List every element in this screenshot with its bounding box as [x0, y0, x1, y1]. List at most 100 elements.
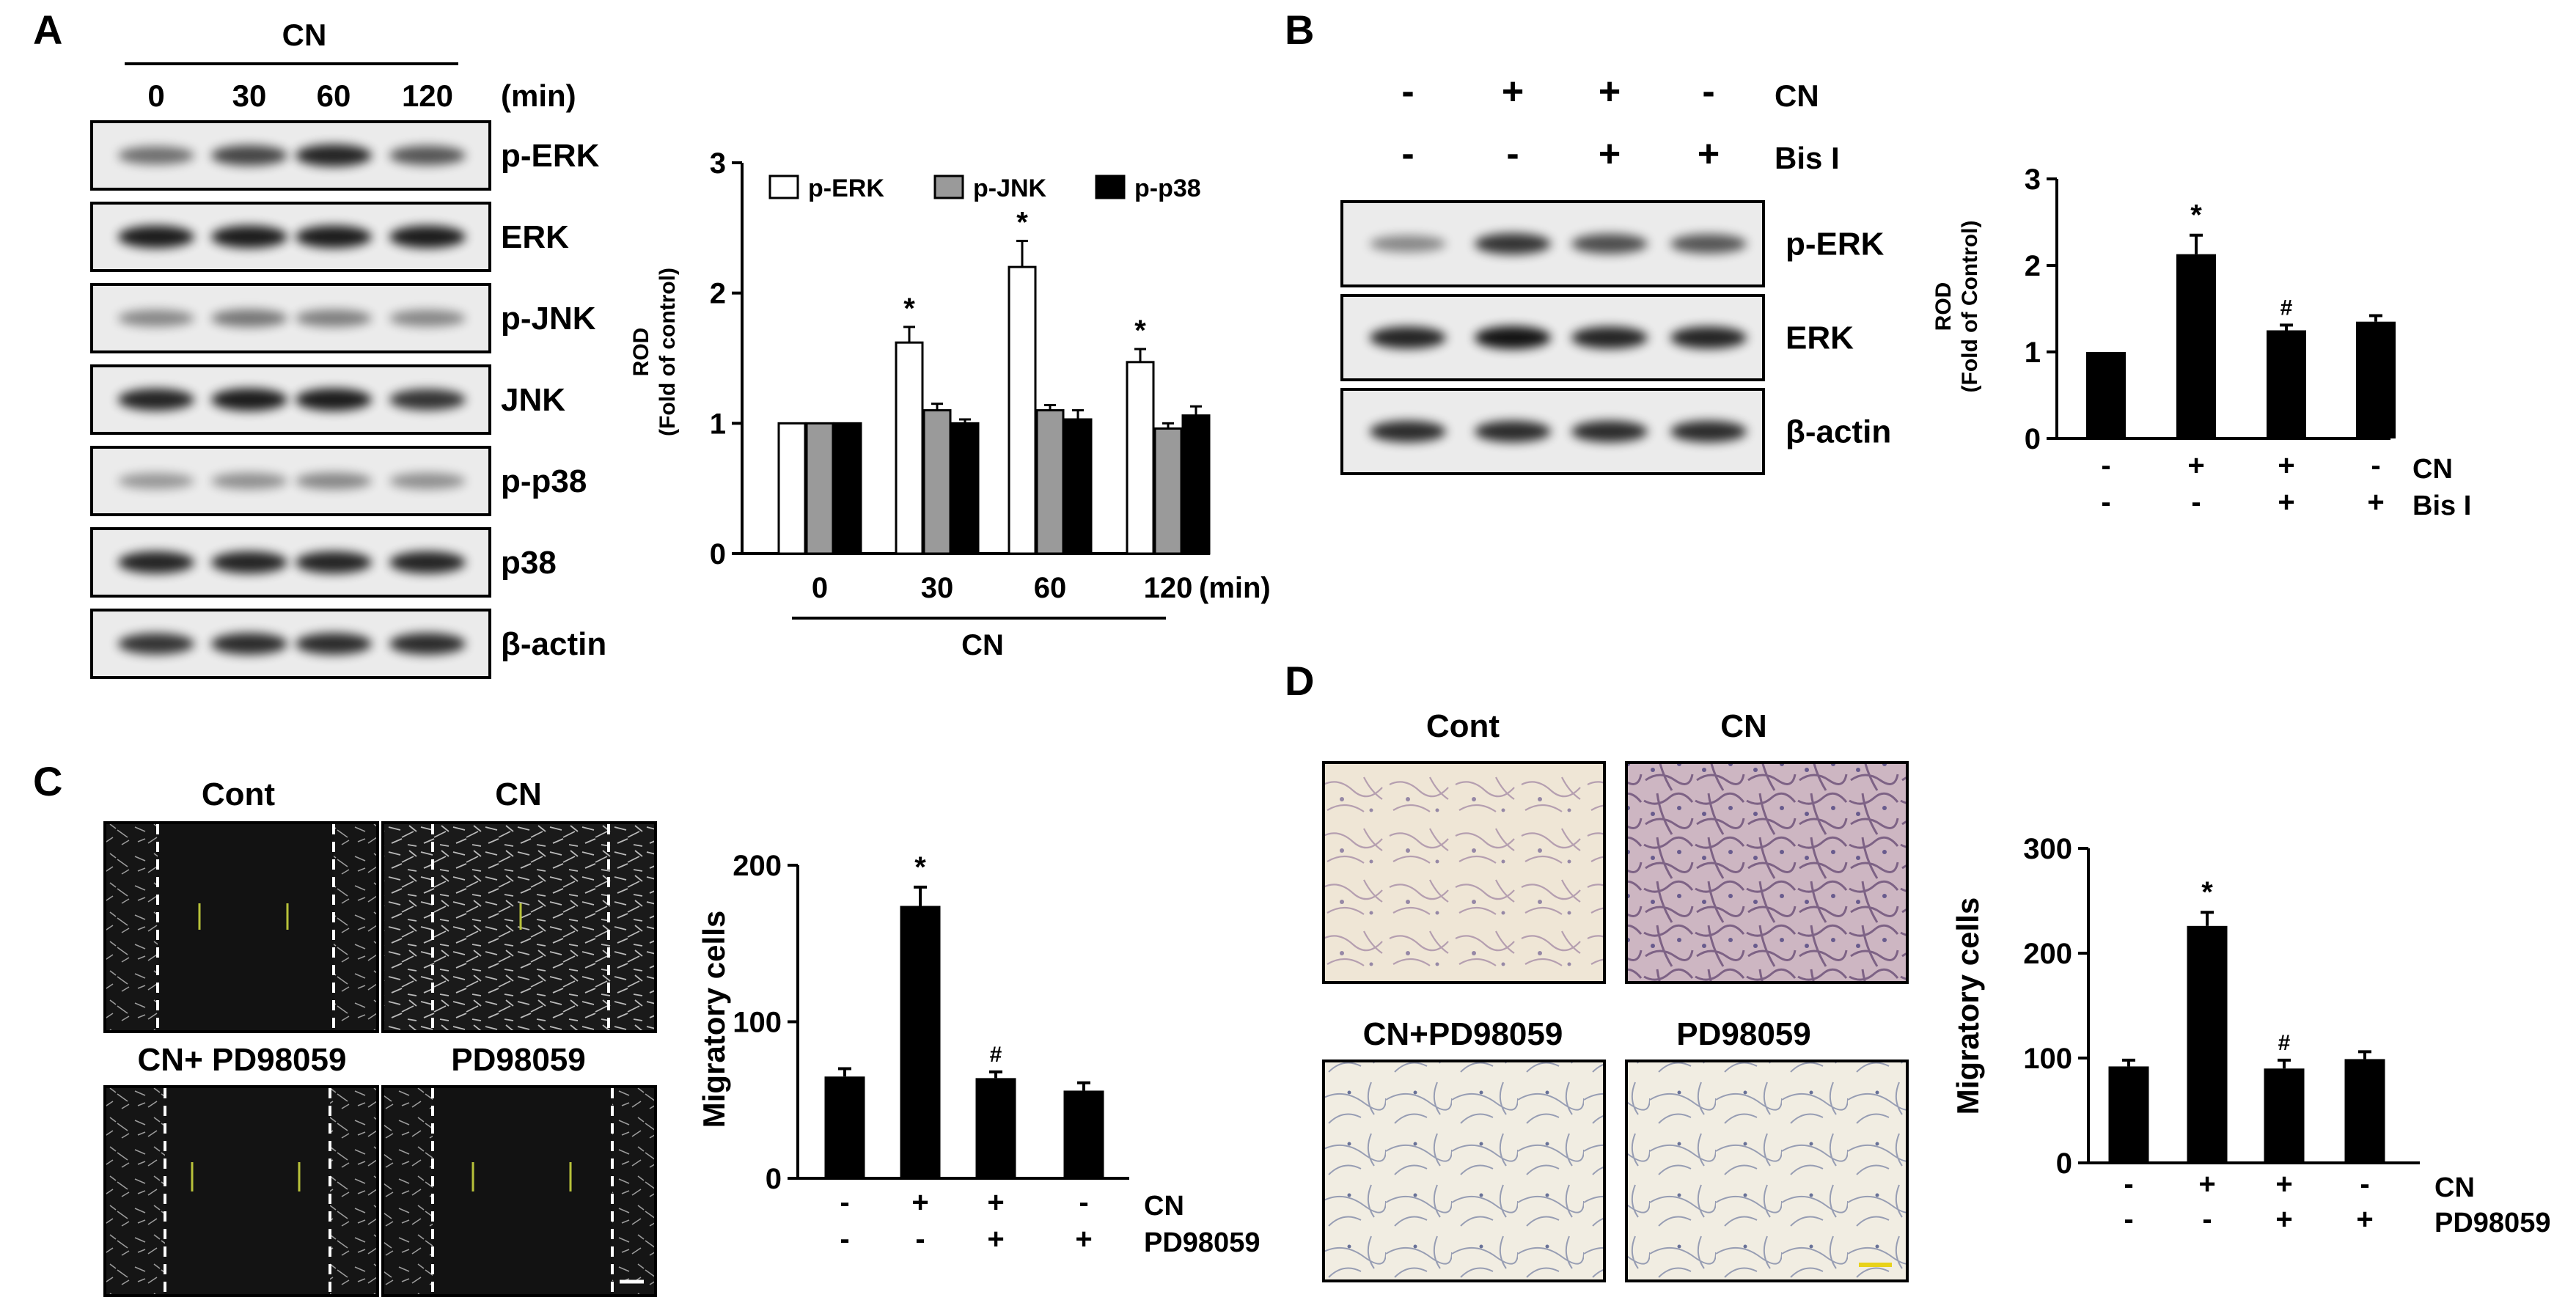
factor-label: PD98059	[1144, 1227, 1260, 1258]
blot-band	[1475, 420, 1551, 443]
panel-d-images: Cont CN CN+PD98059 PD98059	[1322, 708, 1909, 1282]
blot-band	[296, 633, 372, 655]
bar	[2356, 321, 2396, 438]
blot-row-label: β-actin	[501, 626, 606, 662]
treatment-sign: -	[2124, 1203, 2133, 1235]
legend-label: p-JNK	[973, 175, 1047, 202]
y-tick-label: 200	[2023, 938, 2072, 970]
blot-b-sign: +	[1698, 133, 1720, 175]
image-d-pd	[1625, 1060, 1909, 1282]
bar	[2344, 1059, 2385, 1163]
blot-row-label: p-JNK	[501, 301, 596, 337]
blot-band	[1370, 420, 1446, 443]
significance-mark: #	[2278, 1031, 2291, 1055]
image-c-title-pd: PD98059	[451, 1042, 585, 1078]
blot-a-time-120: 120	[402, 78, 453, 113]
image-d-title-cn-pd: CN+PD98059	[1363, 1016, 1563, 1052]
treatment-sign: +	[1075, 1223, 1092, 1255]
chart-b: 0 1 2 3 ROD (Fold of Control) * # - + + - CN - - + + Bis …	[1931, 164, 2471, 521]
treatment-sign: -	[1079, 1186, 1088, 1219]
blot-band	[1571, 326, 1648, 349]
blot-band	[211, 633, 287, 655]
y-tick-label: 3	[710, 147, 726, 180]
blot-b-sign: -	[1401, 70, 1414, 113]
treatment-sign: +	[2187, 449, 2204, 482]
factor-label: CN	[2412, 454, 2453, 485]
blot-row-label: p38	[501, 545, 557, 581]
y-tick-label: 1	[2025, 337, 2041, 369]
treatment-sign: +	[2275, 1203, 2292, 1235]
blot-band	[211, 551, 287, 574]
blot-band	[1475, 233, 1551, 254]
blot-a-time-60: 60	[317, 78, 351, 113]
blot-band	[296, 144, 372, 167]
y-tick-label: 200	[733, 850, 782, 882]
y-tick-label: 0	[766, 1163, 782, 1195]
y-tick-label: 300	[2023, 833, 2072, 865]
y-axis-label-line: Migratory cells	[697, 911, 731, 1128]
blot-band	[1670, 420, 1747, 443]
blot-row-label: JNK	[501, 382, 565, 418]
blot-band	[389, 551, 466, 574]
treatment-sign: +	[2278, 449, 2294, 482]
blot-band	[296, 472, 372, 490]
panel-letter-d: D	[1285, 658, 1314, 704]
x-tick-label: 0	[812, 572, 828, 604]
treatment-sign: -	[840, 1186, 849, 1219]
y-axis-label: ROD (Fold of Control)	[1931, 221, 1982, 393]
significance-mark: *	[2190, 199, 2202, 232]
blot-a-time-0: 0	[147, 78, 164, 113]
blot-band	[1571, 420, 1648, 443]
treatment-sign: -	[2124, 1168, 2133, 1200]
treatment-sign: -	[2101, 449, 2110, 482]
bar-p-ERK	[895, 341, 924, 555]
y-axis-label-line: ROD	[1931, 282, 1956, 331]
blot-band	[118, 551, 194, 574]
treatment-sign: +	[2198, 1168, 2215, 1200]
blot-band	[118, 388, 194, 411]
blot-band	[211, 309, 287, 328]
blot-a-treatment-label: CN	[282, 18, 327, 52]
significance-mark: #	[990, 1043, 1002, 1067]
blot-row-label: ERK	[501, 219, 569, 255]
bar-p-p38	[1063, 418, 1093, 555]
x-tick-label: 30	[921, 572, 954, 604]
y-tick-label: 3	[2025, 164, 2041, 196]
blot-band	[1370, 326, 1446, 349]
blot-b-sign: +	[1599, 133, 1621, 175]
bar-p-ERK	[1008, 265, 1037, 555]
blot-b-factor-bis: Bis I	[1775, 141, 1840, 175]
blot-b-factor-cn: CN	[1775, 78, 1819, 113]
blot-row-label: ERK	[1786, 320, 1854, 356]
x-unit-label: (min)	[1199, 572, 1271, 604]
image-d-title-pd: PD98059	[1676, 1016, 1810, 1052]
image-c-cn	[381, 821, 657, 1033]
y-tick-label: 2	[2025, 250, 2041, 282]
image-c-title-cn: CN	[495, 776, 542, 812]
blot-row-label: p-ERK	[1786, 227, 1885, 262]
factor-label: Bis I	[2412, 491, 2471, 521]
blot-band	[1571, 233, 1648, 254]
treatment-sign: -	[2191, 486, 2201, 518]
treatment-sign: +	[2275, 1168, 2292, 1200]
treatment-sign: -	[840, 1223, 849, 1255]
treatment-sign: +	[2356, 1203, 2373, 1235]
bar	[824, 1076, 865, 1178]
blot-band	[211, 225, 287, 249]
blot-row-label: β-actin	[1786, 414, 1891, 450]
blot-band	[296, 225, 372, 249]
treatment-sign: +	[2367, 486, 2384, 518]
bar-p-p38	[1181, 414, 1211, 555]
panel-c-images: Cont CN CN+ PD98059 PD98059	[103, 776, 657, 1297]
bar	[2264, 1068, 2305, 1163]
legend-label: p-p38	[1134, 175, 1201, 202]
bar	[2176, 254, 2216, 438]
panel-letter-c: C	[33, 758, 62, 804]
legend-label: p-ERK	[808, 175, 884, 202]
y-axis-label: Migratory cells	[697, 911, 731, 1128]
x-tick-label: 120	[1144, 572, 1193, 604]
image-c-title-cn-pd: CN+ PD98059	[138, 1042, 347, 1078]
treatment-sign: -	[2202, 1203, 2212, 1235]
